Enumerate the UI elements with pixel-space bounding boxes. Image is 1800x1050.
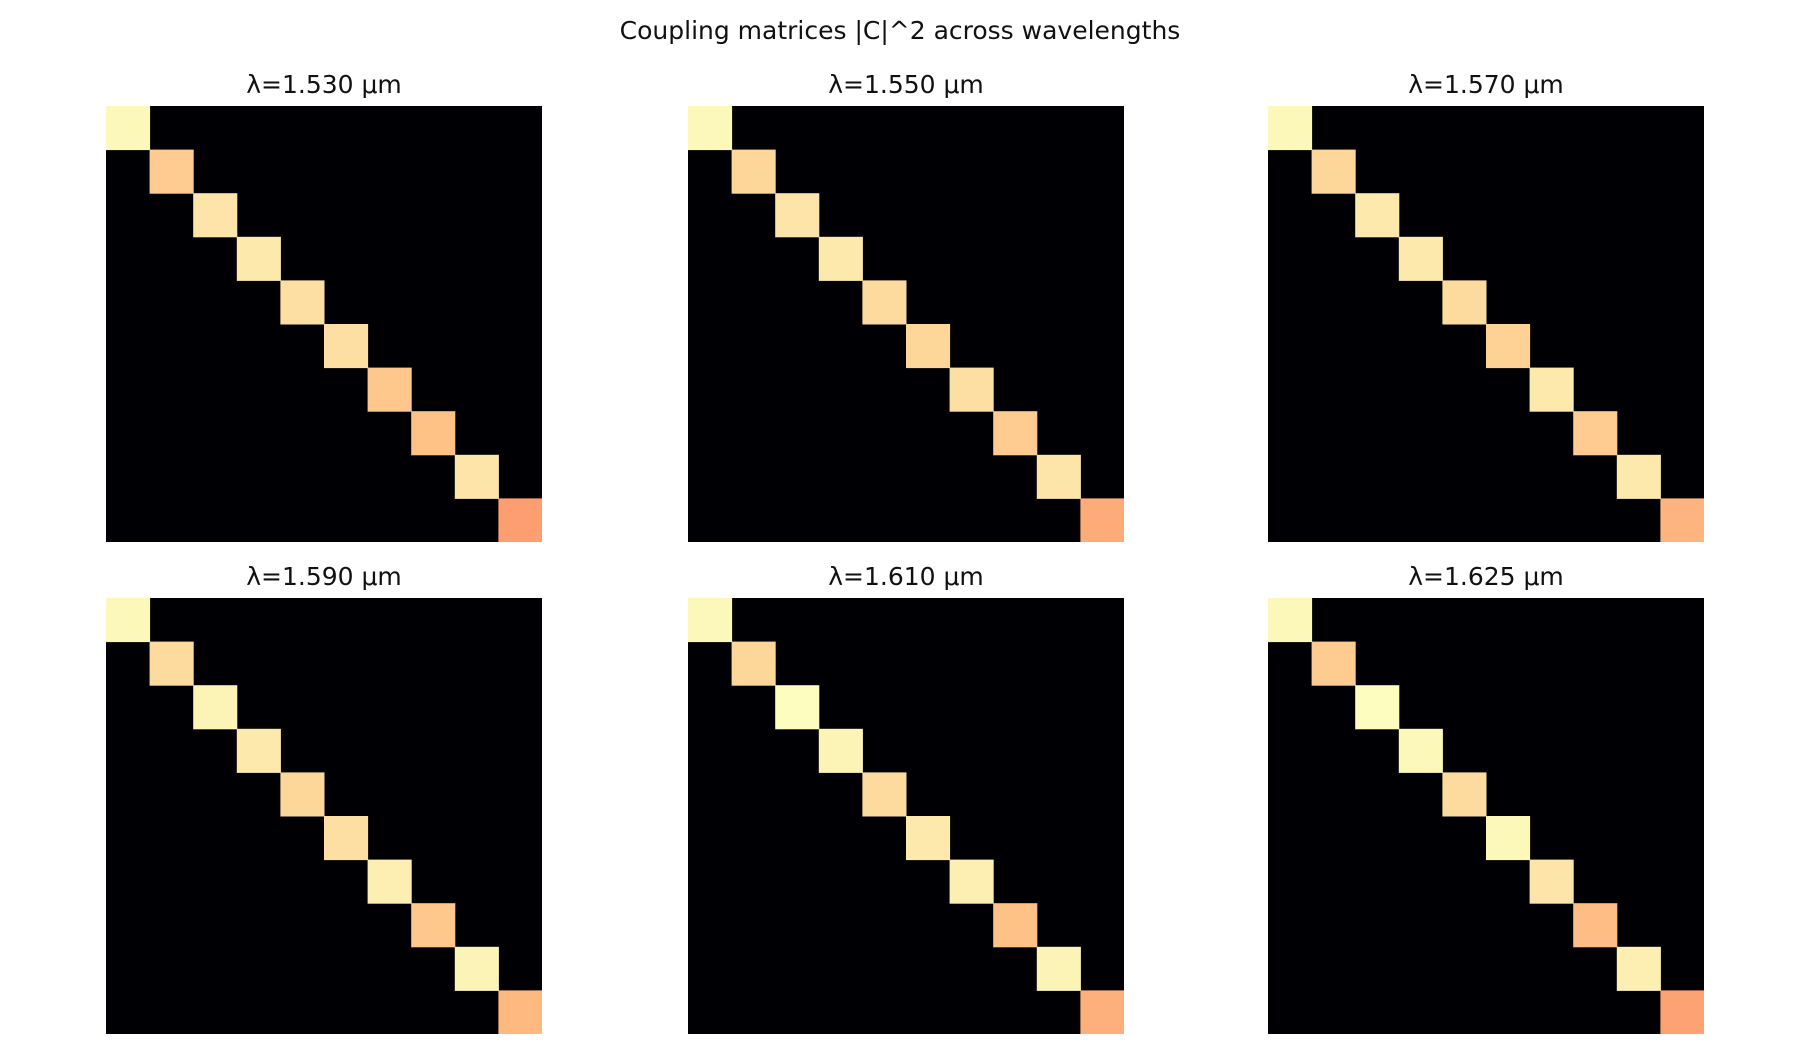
heatmap-cell [1398,236,1443,281]
heatmap-cell [1660,498,1704,542]
heatmap-matrix [688,598,1124,1034]
panel-title: λ=1.570 μm [1408,70,1564,99]
heatmap-cell [1573,411,1618,456]
heatmap-cell [1486,324,1531,369]
heatmap-cell [1036,454,1081,499]
heatmap-cell [411,903,456,948]
heatmap-cell [818,728,863,773]
heatmap-panel: λ=1.570 μm [1268,70,1704,542]
heatmap-cell [1442,772,1487,817]
heatmap-cell [1442,280,1487,325]
heatmap-cell [775,193,820,238]
heatmap-cell [688,106,733,151]
heatmap-cell [280,772,325,817]
heatmap-cell [324,816,369,861]
heatmap-matrix [1268,598,1704,1034]
heatmap-cell [949,859,994,904]
heatmap-cell [1355,685,1400,730]
panel-title: λ=1.610 μm [828,562,984,591]
heatmap-cell [236,728,281,773]
heatmap-cell [367,367,412,412]
heatmap-panel: λ=1.610 μm [688,562,1124,1034]
heatmap-cell [106,106,151,151]
heatmap-matrix [1268,106,1704,542]
heatmap-cell [1529,367,1574,412]
heatmap-cell [862,280,907,325]
heatmap-panel: λ=1.590 μm [106,562,542,1034]
heatmap-panel: λ=1.530 μm [106,70,542,542]
heatmap-cell [1268,598,1313,643]
heatmap-cell [280,280,325,325]
heatmap-cell [1616,946,1661,991]
heatmap-panel: λ=1.550 μm [688,70,1124,542]
heatmap-cell [1529,859,1574,904]
heatmap-cell [1036,946,1081,991]
heatmap-cell [862,772,907,817]
heatmap-cell [1616,454,1661,499]
heatmap-cell [236,236,281,281]
heatmap-cell [688,598,733,643]
panel-title: λ=1.625 μm [1408,562,1564,591]
heatmap-matrix [688,106,1124,542]
heatmap-cell [993,411,1038,456]
heatmap-cell [731,641,776,686]
heatmap-cell [1311,149,1356,194]
heatmap-cell [775,685,820,730]
heatmap-cell [149,641,194,686]
heatmap-cell [906,324,951,369]
heatmap-cell [1660,990,1704,1034]
figure-title: Coupling matrices |C|^2 across wavelengt… [619,16,1181,45]
heatmap-matrix [106,106,542,542]
heatmap-cell [454,946,499,991]
heatmap-cell [1573,903,1618,948]
heatmap-cell [818,236,863,281]
heatmap-cell [1311,641,1356,686]
heatmap-cell [906,816,951,861]
heatmap-matrix [106,598,542,1034]
panel-title: λ=1.550 μm [828,70,984,99]
heatmap-cell [411,411,456,456]
heatmap-cell [993,903,1038,948]
heatmap-cell [1398,728,1443,773]
heatmap-cell [498,990,542,1034]
heatmap-cell [1080,498,1124,542]
heatmap-cell [149,149,194,194]
heatmap-cell [1355,193,1400,238]
heatmap-panel: λ=1.625 μm [1268,562,1704,1034]
heatmap-cell [1080,990,1124,1034]
heatmap-cell [1486,816,1531,861]
heatmap-cell [1268,106,1313,151]
heatmap-cell [193,193,238,238]
heatmap-cell [498,498,542,542]
heatmap-cell [367,859,412,904]
panel-title: λ=1.530 μm [246,70,402,99]
heatmap-cell [324,324,369,369]
panel-title: λ=1.590 μm [246,562,402,591]
heatmap-cell [949,367,994,412]
heatmap-cell [106,598,151,643]
heatmap-cell [454,454,499,499]
heatmap-cell [731,149,776,194]
heatmap-cell [193,685,238,730]
